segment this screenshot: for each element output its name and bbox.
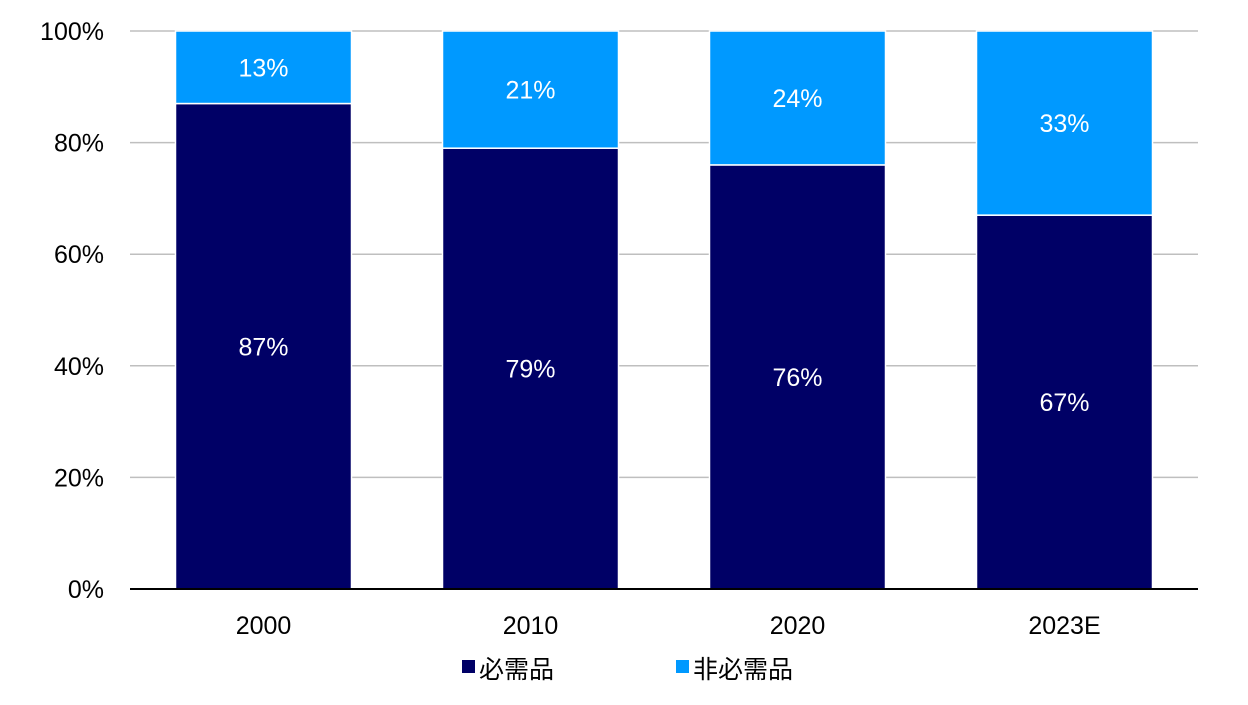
legend-label: 非必需品 [693,656,793,684]
bar-segment-necessity-2000 [174,102,353,590]
data-label: 67% [1039,389,1089,417]
bar-segment-necessity-2020 [708,164,887,590]
legend-label: 必需品 [479,656,554,684]
data-label: 76% [772,364,822,392]
x-tick-label: 2010 [503,612,559,640]
legend-swatch [462,660,475,673]
y-tick-label: 60% [54,241,104,269]
bar-segment-non-necessity-2023E [975,30,1154,216]
x-tick-label: 2000 [236,612,292,640]
legend: 必需品 非必需品 [462,656,793,684]
y-tick-label: 20% [54,464,104,492]
bar-segment-non-necessity-2020 [708,30,887,166]
data-label: 24% [772,85,822,113]
y-axis: 0% 20% 40% 60% 80% 100% [40,18,104,604]
x-axis: 2000 2010 2020 2023E [130,588,1198,640]
bar-segment-non-necessity-2000 [174,30,353,105]
x-tick-label: 2023E [1028,612,1100,640]
y-tick-label: 80% [54,130,104,158]
bars [174,30,1154,590]
y-tick-label: 40% [54,353,104,381]
data-labels: 87% 13% 79% 21% 76% 24% 67% 33% [238,54,1089,417]
x-tick-label: 2020 [770,612,826,640]
y-tick-label: 0% [68,576,104,604]
bar-segment-non-necessity-2010 [441,30,620,149]
data-label: 13% [238,54,288,82]
data-label: 87% [238,333,288,361]
data-label: 21% [505,77,555,105]
y-tick-label: 100% [40,18,104,46]
data-label: 33% [1039,110,1089,138]
data-label: 79% [505,356,555,384]
bar-segment-necessity-2023E [975,214,1154,590]
legend-swatch [676,660,689,673]
